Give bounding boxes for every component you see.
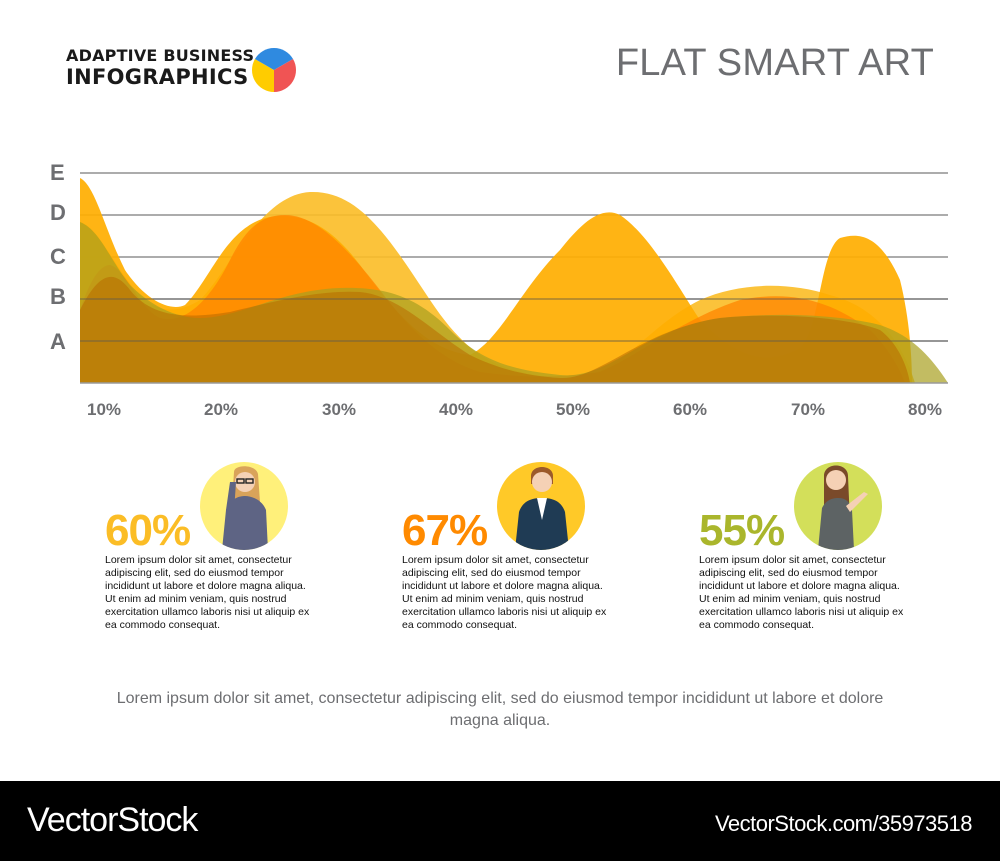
- y-tick-label: B: [50, 284, 66, 309]
- y-tick-label: A: [50, 329, 66, 354]
- stat-card-1: 60% Lorem ipsum dolor sit amet, consecte…: [95, 452, 315, 642]
- overlap-base-area: [80, 276, 910, 383]
- x-tick-label: 20%: [203, 400, 239, 419]
- x-tick-label: 10%: [86, 400, 122, 419]
- brand-title: ADAPTIVE BUSINESS INFOGRAPHICS: [66, 48, 254, 88]
- y-tick-label: E: [50, 160, 65, 185]
- stat-description: Lorem ipsum dolor sit amet, consectetur …: [699, 554, 904, 631]
- footer-caption: Lorem ipsum dolor sit amet, consectetur …: [116, 690, 884, 729]
- x-tick-label: 50%: [555, 400, 591, 419]
- avatar-circle: [794, 462, 882, 550]
- avatar-circle: [497, 462, 585, 550]
- stat-percent: 67%: [402, 506, 488, 555]
- x-tick-label: 80%: [907, 400, 943, 419]
- pointing-woman-icon: [818, 465, 868, 550]
- page-title: FLAT SMART ART: [615, 42, 934, 84]
- stat-card-2: 67% Lorem ipsum dolor sit amet, consecte…: [392, 452, 612, 642]
- businesswoman-icon: [515, 467, 569, 550]
- x-tick-label: 70%: [790, 400, 826, 419]
- area-chart: [80, 172, 948, 384]
- stat-description: Lorem ipsum dolor sit amet, consectetur …: [105, 554, 310, 631]
- watermark-logo: VectorStock: [27, 801, 198, 839]
- stat-card-3: 55% Lorem ipsum dolor sit amet, consecte…: [689, 452, 909, 642]
- brand-line-1: ADAPTIVE BUSINESS: [66, 46, 255, 65]
- watermark-id: VectorStock.com/35973518: [714, 811, 973, 836]
- pie-logo-icon: [252, 48, 296, 92]
- stat-percent: 60%: [105, 506, 191, 555]
- x-tick-label: 60%: [672, 400, 708, 419]
- stat-description: Lorem ipsum dolor sit amet, consectetur …: [402, 554, 607, 631]
- avatar-circle: [200, 462, 288, 550]
- watermark-bar: VectorStock VectorStock.com/35973518: [0, 781, 1000, 861]
- woman-with-glasses-icon: [222, 466, 268, 550]
- stat-percent: 55%: [699, 506, 785, 555]
- x-tick-label: 40%: [438, 400, 474, 419]
- y-tick-label: C: [50, 244, 66, 269]
- y-tick-label: D: [50, 200, 66, 225]
- x-tick-label: 30%: [321, 400, 357, 419]
- brand-line-2: INFOGRAPHICS: [66, 65, 249, 89]
